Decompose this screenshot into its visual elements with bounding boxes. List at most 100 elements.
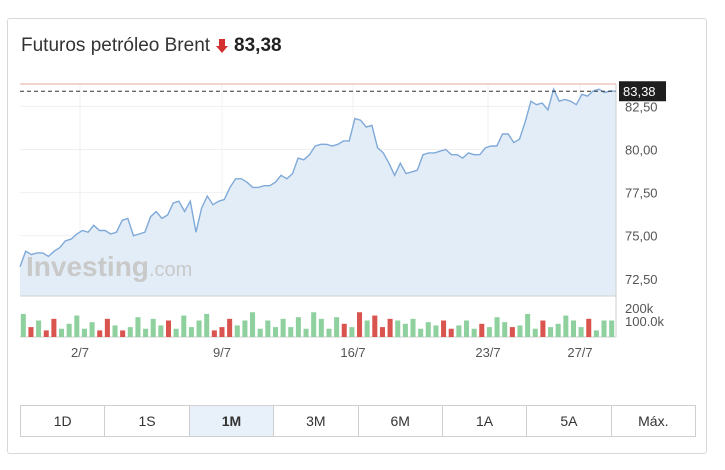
volume-bar <box>272 327 278 337</box>
volume-bar <box>372 315 378 337</box>
y-tick-label: 77,50 <box>625 186 658 201</box>
volume-bar <box>364 320 370 337</box>
volume-bar <box>74 315 80 337</box>
tab-1a[interactable]: 1A <box>443 406 528 436</box>
timeframe-tabs: 1D 1S 1M 3M 6M 1A 5A Máx. <box>20 405 696 437</box>
volume-bar <box>150 318 156 337</box>
volume-bar <box>578 327 584 337</box>
instrument-title: Futuros petróleo Brent <box>21 35 211 56</box>
volume-bar <box>593 330 599 337</box>
volume-label-200k: 200k <box>625 301 654 316</box>
volume-bar <box>609 320 615 337</box>
x-tick-label: 16/7 <box>340 345 365 360</box>
volume-bar <box>525 313 531 337</box>
volume-bar <box>570 320 576 337</box>
volume-bar <box>410 318 416 337</box>
volume-bar <box>479 323 485 337</box>
volume-bar <box>540 320 546 337</box>
volume-bar <box>158 325 164 337</box>
y-tick-label: 72,50 <box>625 272 658 287</box>
volume-bar <box>165 320 172 337</box>
volume-bar <box>173 328 179 337</box>
volume-bar <box>548 327 554 337</box>
volume-bar <box>188 327 194 337</box>
volume-bar <box>494 317 500 337</box>
tab-6m[interactable]: 6M <box>359 406 443 436</box>
volume-bar <box>311 312 317 337</box>
volume-bar <box>143 328 149 337</box>
volume-bar <box>204 313 210 337</box>
tab-3m[interactable]: 3M <box>274 406 359 436</box>
y-tick-label: 80,00 <box>625 142 658 157</box>
last-price-badge <box>619 81 666 102</box>
volume-bar <box>89 322 95 337</box>
volume-bar <box>36 320 42 337</box>
volume-bar <box>341 323 347 337</box>
volume-bar <box>135 317 141 337</box>
volume-bar <box>265 320 271 337</box>
volume-bar <box>441 320 447 337</box>
volume-bar <box>257 328 263 337</box>
volume-bar <box>97 330 103 337</box>
volume-bar <box>509 327 515 337</box>
volume-bar <box>288 327 294 337</box>
volume-bar <box>234 325 240 337</box>
tab-1d[interactable]: 1D <box>21 406 106 436</box>
volume-bar <box>20 313 26 337</box>
x-tick-label: 9/7 <box>213 345 231 360</box>
volume-bar <box>303 328 309 337</box>
volume-bar <box>448 328 454 337</box>
volume-bar <box>379 327 385 337</box>
y-tick-label: 75,00 <box>625 229 658 244</box>
volume-bar <box>112 325 118 337</box>
volume-bar <box>219 327 225 337</box>
volume-bar <box>387 318 393 337</box>
volume-bar <box>334 317 340 337</box>
last-price-badge-label: 83,38 <box>623 84 656 99</box>
watermark-suffix: .com <box>149 259 192 281</box>
volume-bar <box>196 320 202 337</box>
investing-watermark: Investing.com <box>26 251 192 282</box>
volume-bar <box>586 318 592 337</box>
volume-bar <box>349 327 355 337</box>
y-tick-label: 82,50 <box>625 99 658 114</box>
tab-máx[interactable]: Máx. <box>638 413 669 429</box>
volume-bar <box>532 328 538 337</box>
volume-bar <box>486 327 492 337</box>
volume-bar <box>463 320 470 337</box>
price-chart[interactable]: Investing.com 72,5075,0077,5080,0082,5083… <box>8 19 708 364</box>
volume-bar <box>104 318 110 337</box>
volume-bar <box>227 318 233 337</box>
volume-bar <box>66 323 72 337</box>
tab-5a[interactable]: 5A <box>527 406 612 436</box>
volume-bar <box>242 320 248 337</box>
volume-bar <box>402 323 408 337</box>
chart-card: Futuros petróleo Brent 83,38 Investing.c… <box>7 18 707 454</box>
volume-bar <box>418 328 424 337</box>
volume-bar <box>433 325 439 337</box>
volume-bar <box>280 318 286 337</box>
x-tick-label: 23/7 <box>475 345 500 360</box>
volume-bar <box>357 312 363 337</box>
tab-1m[interactable]: 1M <box>189 406 275 436</box>
volume-bar <box>471 328 477 337</box>
volume-bar <box>601 320 607 337</box>
last-price: 83,38 <box>234 35 282 56</box>
volume-bar <box>563 315 569 337</box>
volume-bar <box>326 328 332 337</box>
volume-bar <box>395 320 401 337</box>
down-arrow-icon <box>216 39 229 53</box>
volume-bar <box>127 327 133 337</box>
volume-bar <box>456 325 462 337</box>
volume-bar <box>250 312 256 337</box>
volume-bar <box>211 330 217 337</box>
volume-bar <box>425 322 431 337</box>
volume-bar <box>502 322 508 337</box>
volume-bar <box>59 328 65 337</box>
tab-1s[interactable]: 1S <box>105 406 190 436</box>
volume-bar <box>120 330 126 337</box>
volume-bar <box>51 318 57 337</box>
price-area <box>20 89 616 296</box>
watermark-brand: Investing <box>26 251 149 282</box>
volume-bar <box>81 328 87 337</box>
